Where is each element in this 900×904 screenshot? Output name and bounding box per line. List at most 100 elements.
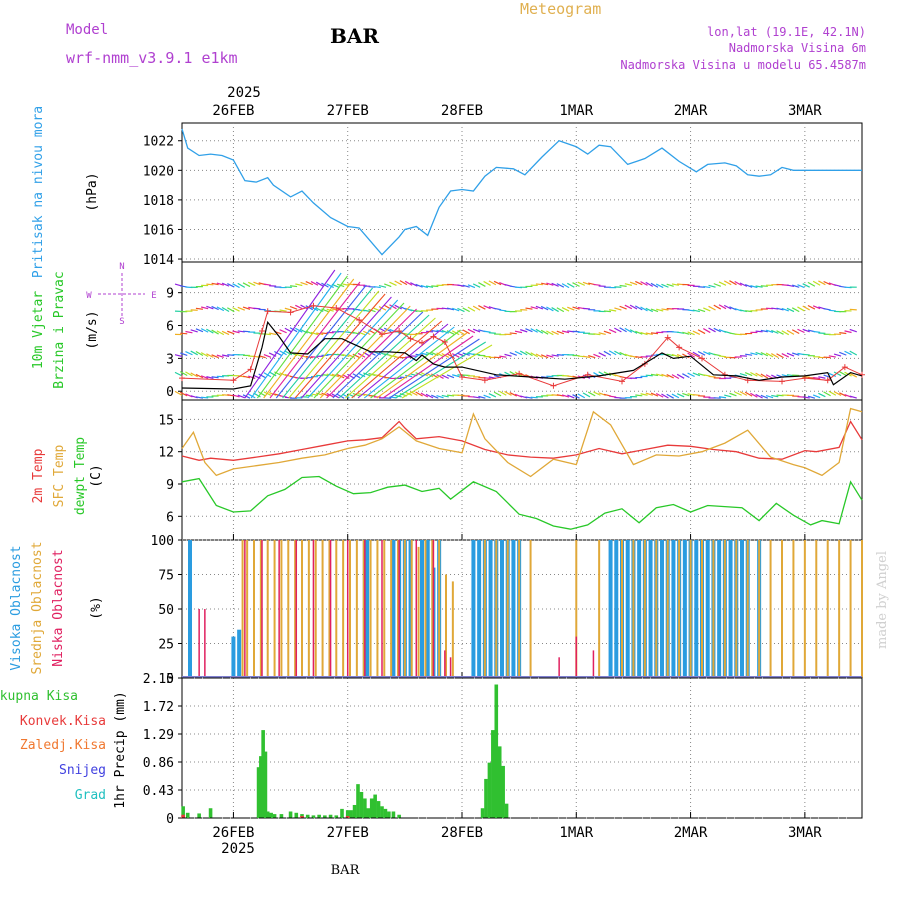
y-tick-label: 12: [158, 446, 174, 461]
wind-arrow: [709, 376, 716, 377]
cloud-bar: [274, 540, 276, 678]
cloud-bar: [404, 540, 406, 678]
cloud-bar: [614, 540, 618, 678]
wind-arrow: [499, 356, 506, 357]
wind-arrow: [756, 331, 763, 332]
pressure-line: [182, 129, 862, 255]
legend-snijeg: Snijeg: [59, 763, 106, 778]
cloud-bar: [356, 540, 358, 678]
cloud-bar: [330, 540, 332, 678]
wind-arrow: [620, 285, 627, 286]
cloud-bar: [740, 540, 744, 678]
cloud-bar: [349, 540, 351, 678]
wind-arrow: [206, 284, 213, 285]
cloud-bar: [322, 540, 324, 678]
temp-units: (C): [89, 464, 104, 487]
y-tick-label: 6: [166, 320, 174, 335]
model-name: wrf-nmm_v3.9.1 e1km: [66, 49, 238, 67]
wind-arrow: [604, 331, 611, 333]
temp-title-2: SFC Temp: [52, 445, 67, 508]
wind-arrow: [270, 282, 360, 398]
legend-ukupna-kisa: Ukupna Kisa: [0, 689, 78, 704]
y-tick-label: 1022: [143, 135, 174, 150]
wind-arrow: [573, 283, 580, 287]
wind-arrow: [729, 393, 736, 396]
cloud-bar: [452, 581, 454, 678]
cloud-bar: [280, 540, 282, 678]
cloud-bar: [424, 540, 426, 678]
temp-title-3: dewpt Temp: [73, 437, 88, 515]
cloud-bar: [804, 540, 806, 678]
cloud-bar: [609, 540, 613, 678]
wind-arrow: [468, 307, 475, 311]
product-title: Meteogram: [520, 0, 601, 18]
wind-arrow: [290, 307, 297, 310]
wind-arrow: [714, 284, 721, 287]
wind-arrow: [761, 286, 768, 287]
cloud-bar: [683, 540, 687, 678]
cloud-bar: [188, 540, 192, 678]
wind-arrow: [478, 283, 485, 287]
cloud-bar: [313, 540, 315, 678]
panel-frame: [182, 678, 862, 818]
precip-bar: [349, 810, 353, 818]
wind-arrow: [745, 354, 752, 355]
cloud-bar: [507, 540, 509, 678]
bottom-date-label: 2MAR: [674, 825, 708, 841]
cloud-bar: [621, 540, 623, 678]
precip-bar: [484, 779, 488, 818]
wind-arrow: [824, 357, 831, 358]
cloud-bar: [231, 637, 235, 678]
cloud-bar: [308, 540, 310, 678]
precip-bar: [488, 763, 492, 818]
cloud-bar: [383, 540, 385, 678]
footer-station: BAR: [331, 863, 361, 878]
wind-arrow: [180, 353, 187, 356]
cloud-bar: [489, 540, 493, 678]
cloud-bar: [267, 540, 269, 678]
legend-grad: Grad: [75, 788, 106, 803]
wind-arrow: [813, 331, 820, 332]
cloud-bar: [598, 540, 600, 678]
wind-arrow: [850, 309, 857, 310]
y-tick-label: 2.15: [143, 672, 174, 687]
precip-units: 1hr Precip (mm): [113, 691, 128, 808]
compass-e: E: [151, 291, 156, 301]
y-tick-label: 15: [158, 413, 174, 428]
cloud-bar: [420, 540, 424, 678]
wind-arrow: [625, 284, 632, 286]
wind-arrow: [630, 282, 637, 284]
precip-bar: [264, 752, 268, 818]
wind-arrow: [803, 306, 810, 310]
cloud-bar: [278, 540, 280, 678]
wind-arrow: [283, 288, 373, 398]
wind-arrow: [614, 308, 621, 310]
temp-series-0: [182, 422, 862, 461]
cloud-bar: [838, 540, 840, 678]
wind-arrow: [484, 281, 491, 285]
cloud-bar: [198, 609, 200, 678]
cloud-bar: [781, 540, 783, 678]
cloud-bar: [500, 540, 504, 678]
top-date-label: 3MAR: [788, 103, 822, 119]
cloud-bar: [370, 540, 372, 678]
precip-bar: [494, 685, 498, 818]
cloud-bar: [364, 540, 366, 678]
cloud-bar: [690, 540, 692, 678]
wind-arrow: [583, 393, 590, 397]
cloud-bar: [861, 540, 863, 678]
temp-series-1: [182, 409, 862, 477]
cloud-bar: [484, 540, 486, 678]
cloud-bar: [758, 540, 760, 678]
station-title: BAR: [330, 24, 379, 48]
wind-arrow: [494, 392, 501, 396]
gust-marker: [248, 366, 254, 372]
cloud-bar: [706, 540, 710, 678]
y-tick-label: 0.86: [143, 756, 174, 771]
cloud-bar: [667, 540, 669, 678]
wind-arrow: [280, 330, 287, 333]
wind-arrow: [180, 333, 187, 334]
cloud-bar: [433, 540, 435, 678]
